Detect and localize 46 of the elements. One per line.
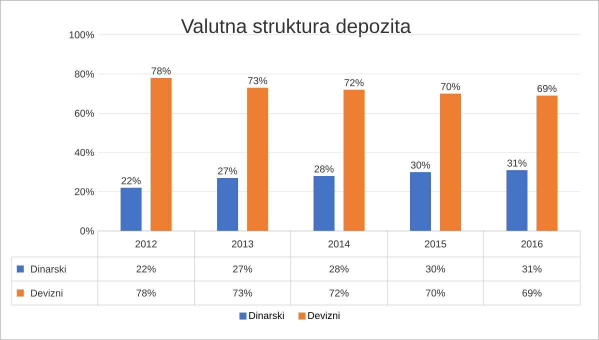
- data-label: 72%: [330, 290, 349, 297]
- x-tick-label: 2013: [232, 240, 254, 248]
- bar: [440, 94, 462, 232]
- bar: [536, 96, 558, 232]
- y-tick-label: 0%: [80, 228, 94, 235]
- text: Dinarski: [249, 312, 284, 320]
- y-tick-label: 40%: [74, 149, 94, 156]
- data-label: 70%: [426, 290, 446, 297]
- text: 28%: [314, 166, 334, 173]
- data-label: 30%: [426, 266, 446, 273]
- data-label: 28%: [330, 266, 349, 273]
- x-tick-label: 2014: [328, 240, 350, 248]
- bar: [247, 88, 268, 232]
- text: 22%: [122, 177, 141, 184]
- x-tick-label: 2012: [136, 240, 157, 248]
- text: 78%: [152, 67, 171, 75]
- data-label: 31%: [522, 266, 542, 273]
- data-label: 27%: [233, 266, 252, 273]
- bar: [217, 178, 238, 232]
- text: 31%: [507, 160, 527, 167]
- chart-title: Valutna struktura depozita: [181, 18, 412, 38]
- text: 72%: [344, 79, 364, 86]
- data-label: 69%: [522, 290, 542, 297]
- text: 27%: [218, 168, 238, 175]
- bar: [410, 172, 431, 232]
- y-tick-label: 20%: [74, 188, 94, 196]
- text: 73%: [248, 77, 268, 84]
- bar: [120, 188, 142, 232]
- data-label: 22%: [136, 266, 156, 273]
- y-tick-label: 60%: [74, 110, 94, 117]
- y-tick-label: 80%: [74, 70, 94, 78]
- y-tick-label: 100%: [70, 31, 94, 38]
- x-tick-label: 2015: [424, 240, 446, 248]
- x-tick-label: 2016: [521, 240, 543, 248]
- text: 30%: [410, 162, 430, 169]
- data-label: 73%: [233, 290, 252, 297]
- text: 70%: [441, 83, 460, 90]
- bar: [150, 78, 172, 232]
- bar: [344, 90, 365, 232]
- bar: [314, 176, 335, 232]
- text: Devizni: [31, 289, 62, 297]
- data-label: 78%: [136, 290, 156, 297]
- bar: [506, 170, 528, 232]
- legend-label: Dinarski: [31, 265, 66, 273]
- legend-label: Devizni: [308, 312, 340, 320]
- text: 69%: [537, 85, 557, 92]
